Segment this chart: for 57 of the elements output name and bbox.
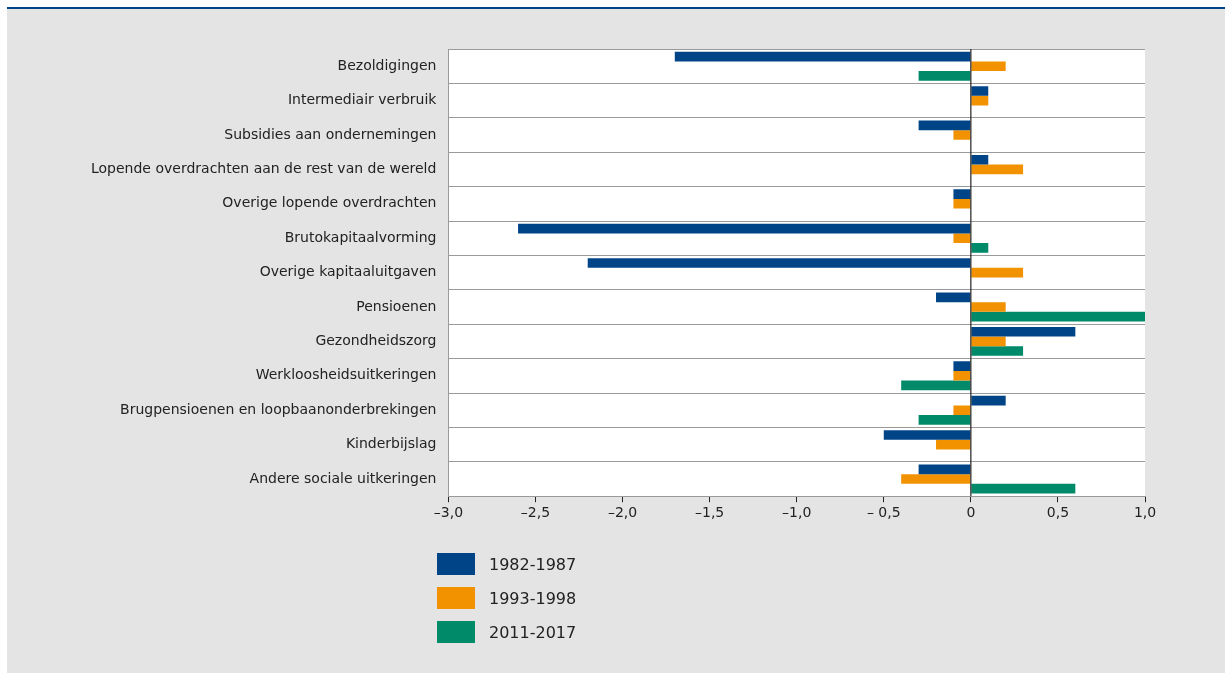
x-tick-label: 0,5	[1046, 504, 1070, 521]
bar	[971, 267, 1024, 278]
bar	[883, 430, 971, 440]
bar	[971, 395, 1006, 406]
bar	[918, 464, 971, 475]
bar	[971, 483, 1076, 494]
bar	[674, 51, 971, 62]
bar	[971, 336, 1006, 347]
bar	[971, 86, 989, 96]
bar	[953, 405, 971, 416]
x-tick-label: –1,0	[782, 504, 812, 521]
legend-label: 1982-1987	[489, 554, 577, 574]
y-tick-label: Kinderbijslag	[345, 435, 437, 452]
bar	[936, 439, 971, 450]
bar	[971, 311, 1145, 322]
bar	[971, 154, 989, 165]
y-tick-label: Pensioenen	[356, 297, 437, 314]
bar	[953, 130, 971, 140]
legend-label: 2011-2017	[489, 622, 577, 642]
bar	[971, 302, 1006, 312]
x-tick-label: –1,5	[694, 504, 725, 521]
bar	[918, 415, 971, 425]
x-tick-label: –2,0	[607, 504, 638, 521]
y-tick-label: Brutokapitaalvorming	[284, 228, 437, 245]
bar	[953, 198, 971, 209]
legend-label: 1993-1998	[489, 588, 577, 608]
bar	[953, 361, 971, 371]
bar	[918, 120, 971, 131]
bar	[936, 292, 971, 303]
x-tick-label: –3,0	[433, 504, 464, 521]
bar	[518, 223, 971, 234]
bar	[953, 189, 971, 199]
bar	[918, 71, 971, 81]
y-tick-label: Lopende overdrachten aan de rest van de wereld	[90, 160, 437, 177]
bar	[901, 380, 971, 391]
x-tick-label: –2,5	[520, 504, 551, 521]
y-tick-label: Gezondheidszorg	[315, 332, 437, 349]
bar	[971, 61, 1006, 72]
y-tick-label: Andere sociale uitkeringen	[249, 469, 437, 486]
x-tick-label: 1,0	[1133, 504, 1157, 521]
y-tick-label: Overige kapitaaluitgaven	[259, 263, 437, 280]
bar	[587, 258, 971, 268]
y-tick-label: Werkloosheidsuitkeringen	[255, 366, 437, 383]
y-tick-label: Brugpensioenen en loopbaanonderbrekingen	[120, 400, 437, 417]
bar	[971, 243, 989, 253]
y-tick-label: Overige lopende overdrachten	[222, 194, 437, 211]
y-tick-label: Bezoldigingen	[337, 56, 437, 73]
y-tick-label: Intermediair verbruik	[287, 91, 438, 108]
bar	[901, 474, 971, 484]
x-tick-label: 0	[966, 504, 976, 521]
bar	[971, 346, 1024, 356]
bar	[953, 370, 971, 381]
x-tick-label: – 0,5	[866, 504, 901, 521]
bar	[971, 326, 1076, 337]
y-tick-label: Subsidies aan ondernemingen	[224, 125, 437, 142]
bar	[971, 164, 1024, 175]
bar	[953, 233, 971, 244]
